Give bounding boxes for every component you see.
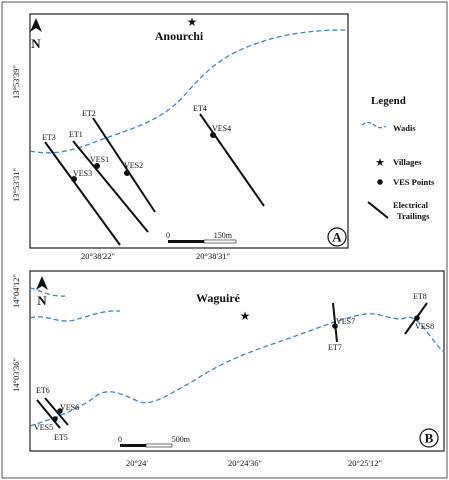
map-a-lon-tick-1: 20°38'22"	[81, 251, 115, 261]
map-a-ves4-point	[210, 132, 216, 138]
legend: Legend Wadis ★ Villages VES Points Elect…	[361, 95, 435, 221]
map-a-north-label: N	[31, 36, 41, 51]
map-a-scale-start: 0	[166, 231, 170, 240]
map-a-trailing-et4	[199, 113, 265, 207]
map-b-ves6-label: VES6	[60, 403, 79, 412]
legend-dot-icon	[377, 179, 383, 185]
map-a-lat-tick-1: 13°53'39"	[11, 65, 21, 99]
map-a-scale-end: 150m	[214, 231, 233, 240]
map-a-ves4-label: VES4	[212, 124, 231, 133]
map-a-et2-label: ET2	[82, 109, 96, 118]
map-a-panel-badge	[327, 227, 347, 247]
map-a-north-arrow-icon: N	[30, 18, 42, 51]
legend-wadis-label: Wadis	[393, 123, 416, 133]
map-a-frame	[29, 13, 349, 249]
map-a-ves2-point	[124, 170, 130, 176]
map-b-ves5-label: VES5	[34, 423, 53, 432]
map-b: N Waguiré ★ ET6 ET5 VES5 VES6 VES7 ET7 E…	[11, 270, 445, 468]
map-b-lon-tick-2: 20°24'36"	[228, 458, 262, 468]
map-a-ves2-label: VES2	[124, 161, 143, 170]
map-b-ves8-point	[414, 315, 420, 321]
map-b-ves5-point	[52, 416, 58, 422]
legend-electrical-label: Electrical	[393, 200, 429, 210]
map-b-trailing-et5	[44, 397, 69, 426]
map-b-trailing-et6	[36, 399, 61, 429]
map-b-wadi-main	[29, 313, 445, 427]
map-b-frame	[29, 270, 445, 452]
map-b-lat-tick-2: 14°03'36"	[11, 358, 21, 392]
map-b-ves8-label: VES8	[415, 322, 434, 331]
legend-title: Legend	[371, 95, 406, 107]
legend-trailings-label: Trailings	[397, 211, 430, 221]
legend-ves-label: VES Points	[393, 177, 435, 187]
map-b-ves7-label: VES7	[336, 317, 355, 326]
map-b-village-name: Waguiré	[196, 291, 241, 305]
map-b-et5-label: ET5	[54, 433, 68, 442]
map-a-ves1-point	[94, 163, 100, 169]
map-b-ves7-point	[332, 323, 338, 329]
map-b-scale-start: 0	[118, 435, 122, 444]
map-a-scale-bar: 0 150m	[166, 231, 237, 244]
map-a-trailing-et3	[44, 141, 121, 246]
map-b-et8-label: ET8	[413, 292, 427, 301]
map-b-panel-label: B	[425, 431, 434, 446]
map-b-scale-bar: 0 500m	[118, 435, 191, 448]
map-b-scale-end: 500m	[172, 435, 191, 444]
map-b-north-arrow-icon: N	[36, 276, 48, 308]
map-a-village-star-icon: ★	[187, 15, 198, 29]
map-b-panel-badge	[419, 428, 439, 448]
map-b-trailing-et7	[332, 302, 338, 343]
map-a: N ★ Anourchi ET3 ET1 ET2 ET4 VES1 VES2 V…	[11, 13, 349, 261]
legend-wadi-line-icon	[361, 121, 387, 129]
map-a-et3-label: ET3	[42, 133, 56, 142]
map-a-panel-label: A	[332, 230, 342, 245]
map-a-lon-tick-2: 20°38'31"	[196, 251, 230, 261]
map-b-et7-label: ET7	[328, 343, 342, 352]
map-b-et6-label: ET6	[36, 386, 50, 395]
legend-star-icon: ★	[375, 157, 385, 169]
map-a-et1-label: ET1	[69, 130, 83, 139]
legend-villages-label: Villages	[393, 157, 422, 167]
map-a-lat-tick-2: 13°53'31"	[11, 168, 21, 202]
map-b-village-star-icon: ★	[240, 309, 251, 323]
map-a-trailing-et1	[72, 140, 149, 233]
map-a-trailing-et2	[92, 117, 156, 213]
map-b-lat-tick-1: 14°04'12"	[11, 274, 21, 308]
map-a-ves3-label: VES3	[73, 169, 92, 178]
map-a-ves1-label: VES1	[90, 155, 109, 164]
map-b-wadi-top-left	[29, 287, 66, 297]
legend-trailing-line-icon	[367, 201, 389, 219]
map-a-wadi-line	[29, 29, 349, 154]
map-b-lon-tick-3: 20°25'12"	[348, 458, 382, 468]
map-a-village-name: Anourchi	[155, 29, 204, 43]
map-a-et4-label: ET4	[193, 104, 207, 113]
map-b-ves6-point	[57, 408, 63, 414]
map-b-lon-tick-1: 20°24'	[126, 458, 148, 468]
map-b-wadi-mid-left	[29, 310, 121, 322]
map-b-north-label: N	[37, 293, 47, 308]
map-a-ves3-point	[71, 176, 77, 182]
